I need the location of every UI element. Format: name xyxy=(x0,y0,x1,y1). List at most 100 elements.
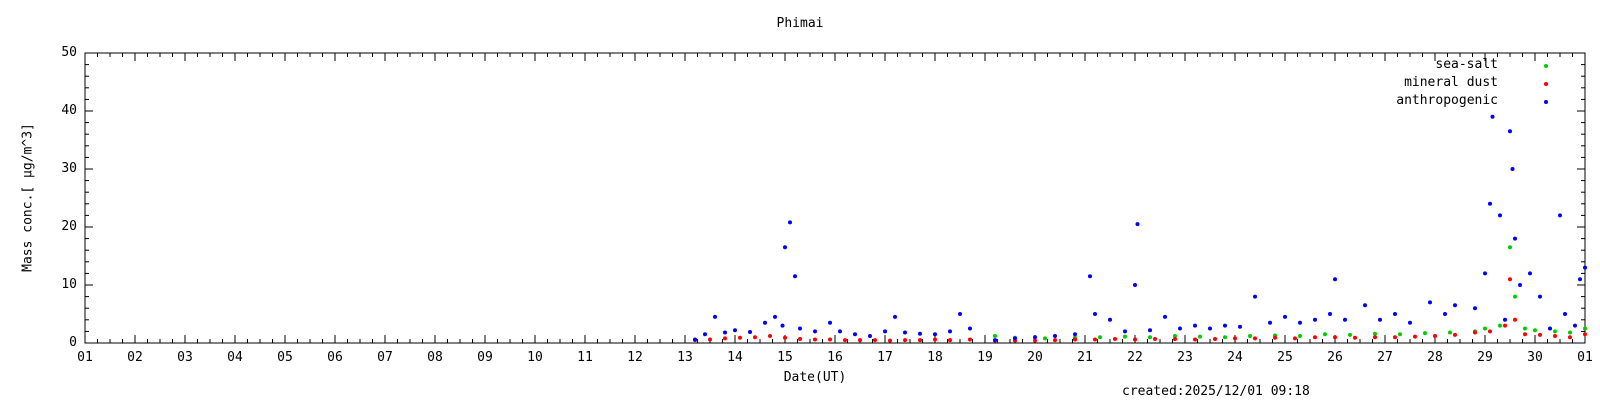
x-tick-label: 17 xyxy=(877,350,893,365)
point-anthropogenic xyxy=(1583,265,1587,270)
x-tick-label: 18 xyxy=(927,350,943,365)
x-tick-label: 08 xyxy=(427,350,443,365)
point-anthropogenic xyxy=(1538,294,1542,299)
point-anthropogenic xyxy=(948,329,952,334)
x-tick-label: 23 xyxy=(1177,350,1193,365)
point-mineral-dust xyxy=(1093,337,1097,342)
point-anthropogenic xyxy=(763,320,767,325)
point-anthropogenic xyxy=(1333,277,1337,282)
point-anthropogenic xyxy=(1393,312,1397,316)
point-anthropogenic xyxy=(993,338,997,343)
point-mineral-dust xyxy=(783,335,787,340)
point-anthropogenic xyxy=(1163,314,1167,319)
point-anthropogenic xyxy=(1268,320,1272,325)
point-anthropogenic xyxy=(1408,320,1412,325)
point-anthropogenic xyxy=(1508,129,1512,134)
point-anthropogenic xyxy=(1518,283,1522,287)
point-mineral-dust xyxy=(1583,332,1587,337)
point-anthropogenic xyxy=(783,245,787,250)
created-timestamp: created:2025/12/01 09:18 xyxy=(1122,384,1310,399)
x-tick-label: 01 xyxy=(77,350,93,365)
point-sea-salt xyxy=(1523,326,1527,331)
point-anthropogenic xyxy=(1488,201,1492,206)
x-tick-label: 07 xyxy=(377,350,393,365)
chart-title: Phimai xyxy=(776,16,824,31)
point-mineral-dust xyxy=(798,336,802,341)
x-tick-label: 21 xyxy=(1077,350,1093,365)
point-anthropogenic xyxy=(1510,167,1515,171)
point-anthropogenic xyxy=(1453,303,1457,308)
point-mineral-dust xyxy=(723,336,727,341)
point-anthropogenic xyxy=(748,329,752,334)
point-mineral-dust xyxy=(1253,336,1257,341)
legend-marker-anthropogenic xyxy=(1544,100,1548,104)
point-mineral-dust xyxy=(1233,336,1237,341)
point-sea-salt xyxy=(1348,332,1352,337)
x-tick-label: 20 xyxy=(1027,350,1043,365)
point-mineral-dust xyxy=(1538,332,1542,337)
x-tick-label: 09 xyxy=(477,350,493,365)
x-tick-label: 01 xyxy=(1577,350,1593,365)
point-mineral-dust xyxy=(858,338,862,343)
point-anthropogenic xyxy=(1108,317,1112,322)
y-tick-label: 50 xyxy=(61,45,77,60)
point-mineral-dust xyxy=(1373,335,1377,340)
point-anthropogenic xyxy=(1148,328,1152,333)
point-mineral-dust xyxy=(1153,336,1157,341)
point-anthropogenic xyxy=(1088,274,1092,279)
point-anthropogenic xyxy=(1178,326,1182,331)
point-mineral-dust xyxy=(1113,336,1117,341)
legend-label-mineral-dust: mineral dust xyxy=(1404,75,1498,90)
point-anthropogenic xyxy=(1328,312,1332,316)
point-mineral-dust xyxy=(708,337,712,342)
point-anthropogenic xyxy=(1490,114,1495,119)
point-anthropogenic xyxy=(1053,334,1057,339)
x-tick-label: 10 xyxy=(527,350,543,365)
point-mineral-dust xyxy=(968,337,972,342)
point-mineral-dust xyxy=(753,335,757,340)
point-sea-salt xyxy=(993,334,997,339)
point-anthropogenic xyxy=(868,334,872,339)
point-sea-salt xyxy=(1323,332,1327,337)
point-anthropogenic xyxy=(793,274,797,279)
point-anthropogenic xyxy=(693,337,697,342)
point-anthropogenic xyxy=(1223,323,1227,328)
x-tick-label: 25 xyxy=(1277,350,1293,365)
point-sea-salt xyxy=(1553,329,1557,334)
point-anthropogenic xyxy=(773,314,777,319)
y-axis-label: Mass conc.[ μg/m^3] xyxy=(20,123,36,272)
point-mineral-dust xyxy=(1173,336,1177,341)
point-anthropogenic xyxy=(918,331,922,336)
point-anthropogenic xyxy=(1253,294,1257,299)
x-tick-label: 28 xyxy=(1427,350,1443,365)
point-mineral-dust xyxy=(1293,336,1297,341)
point-anthropogenic xyxy=(1073,332,1077,337)
x-tick-label: 30 xyxy=(1527,350,1543,365)
y-tick-label: 0 xyxy=(69,335,77,350)
point-mineral-dust xyxy=(1433,334,1437,339)
point-anthropogenic xyxy=(1123,329,1127,334)
x-tick-label: 13 xyxy=(677,350,693,365)
y-tick-label: 30 xyxy=(61,161,77,176)
point-anthropogenic xyxy=(798,326,802,331)
point-sea-salt xyxy=(1248,334,1252,339)
point-anthropogenic xyxy=(780,323,785,328)
point-anthropogenic xyxy=(1503,317,1507,322)
point-sea-salt xyxy=(1423,331,1427,336)
point-anthropogenic xyxy=(1193,323,1197,328)
point-anthropogenic xyxy=(1378,317,1382,322)
point-anthropogenic xyxy=(1283,314,1287,319)
point-sea-salt xyxy=(1583,326,1587,331)
point-mineral-dust xyxy=(1053,338,1057,343)
point-mineral-dust xyxy=(1513,317,1517,322)
point-sea-salt xyxy=(1223,335,1227,340)
point-anthropogenic xyxy=(713,314,717,319)
legend-marker-mineral-dust xyxy=(1544,82,1548,86)
point-anthropogenic xyxy=(1093,312,1097,316)
point-sea-salt xyxy=(1198,334,1202,339)
point-sea-salt xyxy=(1298,334,1302,339)
point-anthropogenic xyxy=(1343,317,1347,322)
point-anthropogenic xyxy=(1558,213,1562,218)
point-anthropogenic xyxy=(1473,306,1477,311)
point-mineral-dust xyxy=(1033,338,1037,343)
